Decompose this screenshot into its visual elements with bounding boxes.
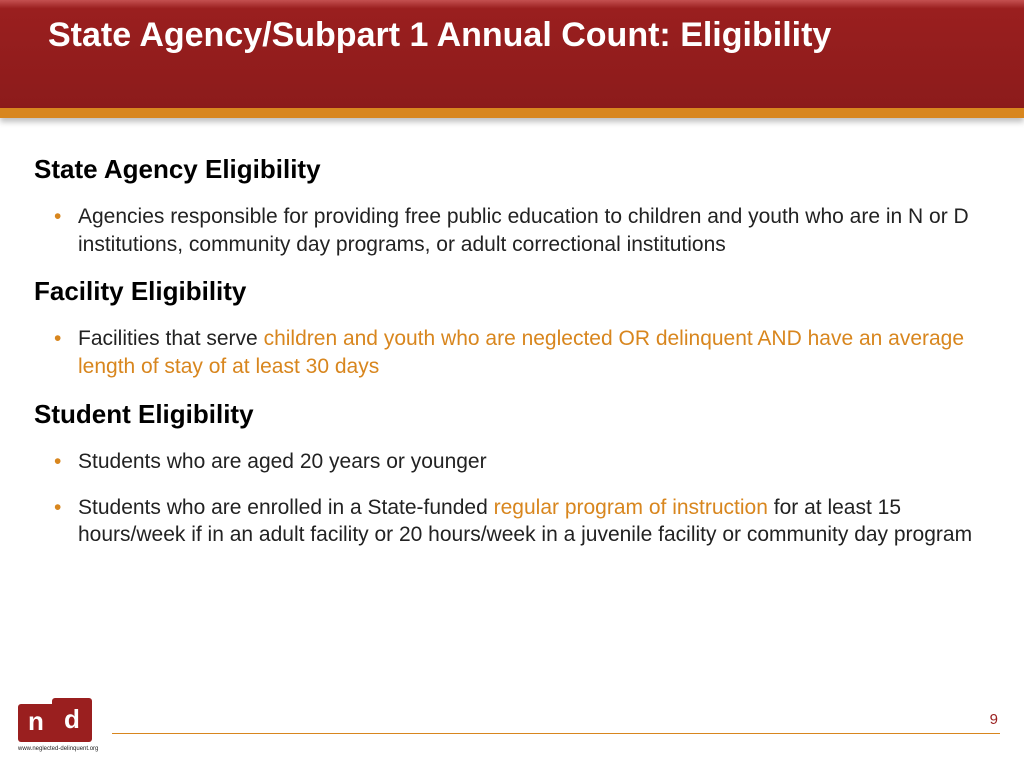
list-item: Students who are enrolled in a State-fun…: [34, 494, 976, 549]
footer-divider: [112, 733, 1000, 734]
page-number: 9: [990, 711, 998, 728]
logo-url: www.neglected-delinquent.org: [18, 746, 98, 752]
slide-title: State Agency/Subpart 1 Annual Count: Eli…: [48, 14, 976, 57]
bullet-list-student: Students who are aged 20 years or younge…: [34, 448, 976, 549]
accent-bar: [0, 108, 1024, 118]
bullet-text-pre: Students who are enrolled in a State-fun…: [78, 496, 494, 519]
nd-logo: www.neglected-delinquent.org: [18, 696, 104, 752]
slide-footer: www.neglected-delinquent.org 9: [0, 692, 1024, 752]
list-item: Agencies responsible for providing free …: [34, 203, 976, 258]
slide-content: State Agency Eligibility Agencies respon…: [0, 118, 1024, 549]
section-heading-state-agency: State Agency Eligibility: [34, 154, 976, 185]
section-heading-student: Student Eligibility: [34, 399, 976, 430]
slide-header: State Agency/Subpart 1 Annual Count: Eli…: [0, 0, 1024, 108]
section-heading-facility: Facility Eligibility: [34, 276, 976, 307]
logo-d-icon: [52, 698, 92, 742]
bullet-text-pre: Facilities that serve: [78, 327, 264, 350]
bullet-text-highlight: regular program of instruction: [494, 496, 768, 519]
bullet-list-facility: Facilities that serve children and youth…: [34, 325, 976, 380]
list-item: Students who are aged 20 years or younge…: [34, 448, 976, 476]
list-item: Facilities that serve children and youth…: [34, 325, 976, 380]
bullet-list-state-agency: Agencies responsible for providing free …: [34, 203, 976, 258]
